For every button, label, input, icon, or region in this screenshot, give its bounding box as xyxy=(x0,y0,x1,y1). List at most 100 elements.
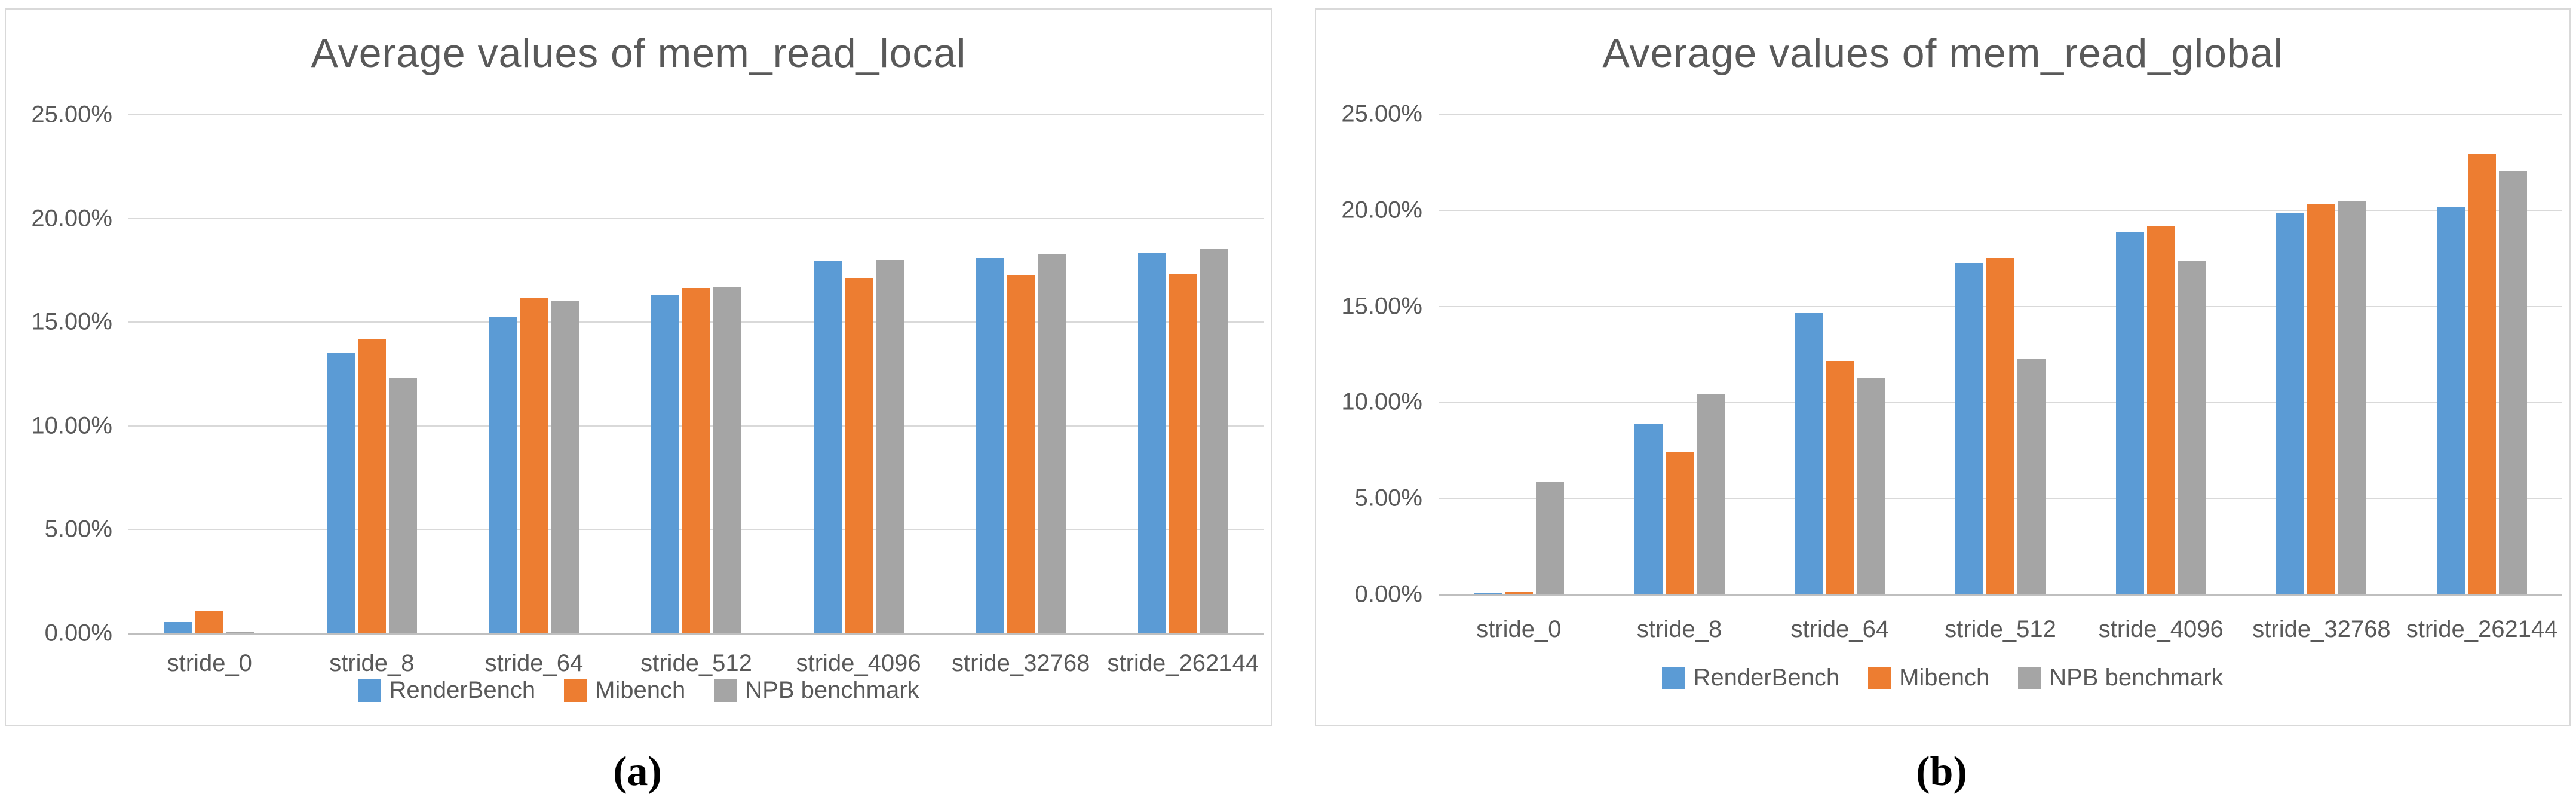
bar-group-stride-8 xyxy=(1634,114,1725,594)
legend-swatch-mibench xyxy=(1868,666,1891,689)
bar-group-stride-4096 xyxy=(2115,114,2206,594)
bar-mibench-stride-512 xyxy=(1986,258,2014,594)
chart-title-mem-read-global: Average values of mem_read_global xyxy=(1602,30,2283,76)
bar-group-stride-64 xyxy=(489,115,579,633)
bar-renderbench-stride-4096 xyxy=(813,261,842,633)
x-axis-label-stride-8: stride_8 xyxy=(1636,616,1722,642)
bar-npb-benchmark-stride-262144 xyxy=(2499,170,2528,594)
x-axis-label-stride-32768: stride_32768 xyxy=(2252,616,2391,642)
caption-a: (a) xyxy=(613,749,662,795)
bar-npb-benchmark-stride-64 xyxy=(1857,378,1885,594)
y-axis-tick-label: 20.00% xyxy=(31,205,112,232)
bar-mibench-stride-32768 xyxy=(1007,275,1035,633)
bar-group-stride-8 xyxy=(326,115,417,633)
legend: RenderBench Mibench NPB benchmark xyxy=(6,677,1271,704)
bar-renderbench-stride-32768 xyxy=(976,258,1004,633)
bar-group-stride-32768 xyxy=(2276,114,2367,594)
plot-area xyxy=(128,114,1264,635)
x-axis-label-stride-64: stride_64 xyxy=(1790,616,1890,642)
chart-panel-a: Average values of mem_read_local stride_… xyxy=(5,8,1272,726)
legend-item-npb-benchmark: NPB benchmark xyxy=(2018,664,2224,691)
bar-renderbench-stride-64 xyxy=(1795,312,1823,594)
x-axis-label-stride-32768: stride_32768 xyxy=(952,650,1090,676)
bar-renderbench-stride-8 xyxy=(1634,423,1663,594)
bar-npb-benchmark-stride-512 xyxy=(2017,359,2046,594)
bar-renderbench-stride-262144 xyxy=(2437,207,2465,594)
bar-mibench-stride-0 xyxy=(195,610,224,633)
x-axis-label-stride-262144: stride_262144 xyxy=(2406,616,2558,642)
bar-mibench-stride-4096 xyxy=(844,277,873,633)
gridline xyxy=(1439,114,2562,115)
bar-mibench-stride-512 xyxy=(682,287,710,633)
caption-b: (b) xyxy=(1916,749,1967,795)
legend-item-renderbench: RenderBench xyxy=(1662,664,1839,691)
legend-label-mibench: Mibench xyxy=(595,677,686,703)
bar-renderbench-stride-0 xyxy=(1473,592,1502,594)
y-axis-tick-label: 5.00% xyxy=(1354,485,1422,511)
x-axis-line xyxy=(1439,594,2562,596)
bar-group-stride-262144 xyxy=(2437,114,2528,594)
x-axis-label-stride-512: stride_512 xyxy=(640,650,752,676)
bar-mibench-stride-0 xyxy=(1504,592,1533,594)
bar-renderbench-stride-262144 xyxy=(1137,252,1166,633)
x-axis-label-stride-0: stride_0 xyxy=(167,650,252,676)
bar-group-stride-512 xyxy=(1955,114,2046,594)
x-axis-label-stride-0: stride_0 xyxy=(1476,616,1562,642)
bar-npb-benchmark-stride-512 xyxy=(713,287,741,633)
bar-mibench-stride-262144 xyxy=(1169,274,1197,633)
bar-mibench-stride-64 xyxy=(520,298,548,633)
bar-npb-benchmark-stride-4096 xyxy=(2178,261,2206,594)
y-axis-tick-label: 10.00% xyxy=(31,412,112,439)
bar-group-stride-262144 xyxy=(1137,115,1228,633)
legend-item-mibench: Mibench xyxy=(564,677,685,704)
plot-area xyxy=(1439,114,2562,596)
bar-mibench-stride-8 xyxy=(357,338,386,633)
x-axis-label-stride-512: stride_512 xyxy=(1945,616,2056,642)
bar-npb-benchmark-stride-32768 xyxy=(1038,253,1066,633)
gridline xyxy=(128,114,1264,115)
x-axis-label-stride-262144: stride_262144 xyxy=(1107,650,1259,676)
legend-swatch-mibench xyxy=(564,679,587,702)
y-axis-tick-label: 10.00% xyxy=(1341,388,1422,415)
bar-mibench-stride-4096 xyxy=(2146,225,2175,594)
gridline xyxy=(1439,209,2562,211)
legend-swatch-npb-benchmark xyxy=(2018,666,2041,689)
y-axis-tick-label: 20.00% xyxy=(1341,197,1422,223)
bar-npb-benchmark-stride-0 xyxy=(1535,482,1564,594)
y-axis-tick-label: 25.00% xyxy=(31,101,112,128)
bar-npb-benchmark-stride-8 xyxy=(1696,393,1725,594)
bar-groups xyxy=(1439,114,2562,594)
bar-group-stride-64 xyxy=(1795,114,1885,594)
legend-label-npb-benchmark: NPB benchmark xyxy=(745,677,919,703)
bar-group-stride-32768 xyxy=(976,115,1066,633)
bar-mibench-stride-262144 xyxy=(2468,153,2497,594)
gridline xyxy=(128,217,1264,219)
bar-npb-benchmark-stride-0 xyxy=(226,631,255,633)
y-axis-tick-label: 0.00% xyxy=(1354,581,1422,608)
legend-swatch-npb-benchmark xyxy=(714,679,737,702)
bar-npb-benchmark-stride-4096 xyxy=(875,260,904,633)
y-axis-tick-label: 0.00% xyxy=(44,620,112,646)
bar-mibench-stride-8 xyxy=(1665,452,1694,594)
y-axis-tick-label: 15.00% xyxy=(1341,293,1422,320)
bar-npb-benchmark-stride-262144 xyxy=(1200,248,1228,633)
legend-item-renderbench: RenderBench xyxy=(358,677,535,704)
x-axis-label-stride-4096: stride_4096 xyxy=(796,650,921,676)
bar-renderbench-stride-64 xyxy=(489,317,517,633)
legend-item-mibench: Mibench xyxy=(1868,664,1989,691)
bar-renderbench-stride-512 xyxy=(651,295,679,633)
bar-renderbench-stride-8 xyxy=(326,352,355,633)
bar-npb-benchmark-stride-8 xyxy=(388,378,417,633)
bar-group-stride-0 xyxy=(164,115,255,633)
bar-mibench-stride-64 xyxy=(1826,361,1854,594)
bar-groups xyxy=(128,115,1264,633)
x-axis-label-stride-8: stride_8 xyxy=(329,650,415,676)
x-axis-labels: stride_0 stride_8 stride_64 stride_512 strid… xyxy=(128,650,1264,676)
bar-renderbench-stride-0 xyxy=(164,621,193,633)
legend-label-renderbench: RenderBench xyxy=(1693,664,1840,691)
chart-panel-b: Average values of mem_read_global stride… xyxy=(1315,8,2571,726)
legend-label-npb-benchmark: NPB benchmark xyxy=(2049,664,2224,691)
legend-label-renderbench: RenderBench xyxy=(389,677,536,703)
bar-npb-benchmark-stride-64 xyxy=(551,301,579,633)
